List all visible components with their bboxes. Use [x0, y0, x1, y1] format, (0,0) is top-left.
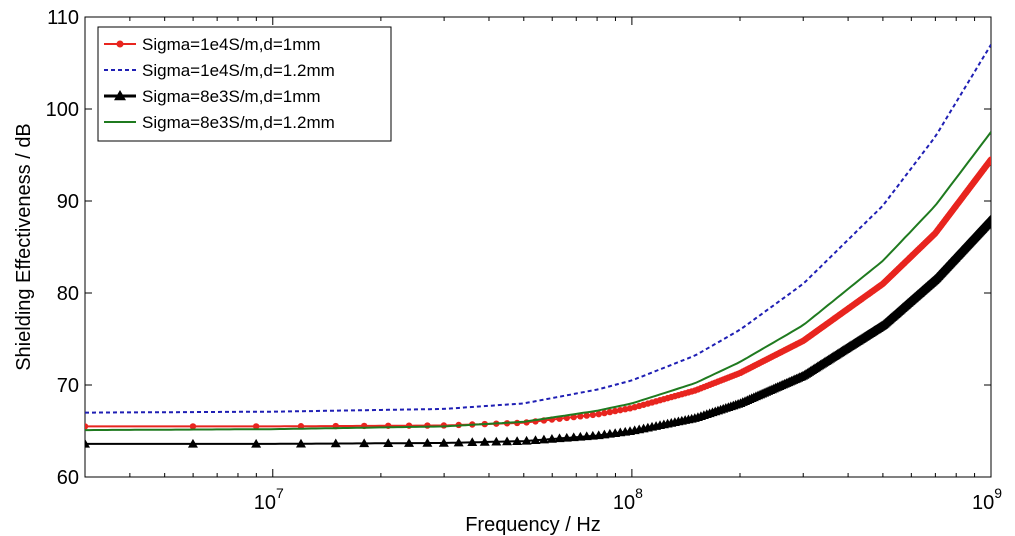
y-tick-label: 60: [57, 467, 79, 489]
data-point: [601, 410, 607, 416]
y-tick-label: 90: [57, 191, 79, 213]
x-tick-label: 108: [613, 485, 643, 514]
y-axis-title: Shielding Effectiveness / dB: [13, 123, 35, 371]
legend: Sigma=1e4S/m,d=1mm Sigma=1e4S/m,d=1.2mm Si…: [98, 27, 391, 141]
x-tick-label: 107: [254, 485, 284, 514]
y-tick-label: 70: [57, 375, 79, 397]
legend-label: Sigma=8e3S/m,d=1.2mm: [142, 113, 335, 132]
legend-label: Sigma=1e4S/m,d=1.2mm: [142, 61, 335, 80]
x-tick-label: 109: [972, 485, 1002, 514]
data-point: [607, 409, 613, 415]
y-tick-label: 100: [46, 99, 79, 121]
data-point: [424, 422, 430, 428]
legend-label: Sigma=8e3S/m,d=1mm: [142, 87, 321, 106]
y-tick-label: 80: [57, 283, 79, 305]
data-point: [988, 156, 994, 162]
y-tick-label: 110: [47, 7, 79, 29]
data-point: [596, 411, 602, 417]
x-axis-title: Frequency / Hz: [465, 514, 601, 536]
data-point: [82, 423, 88, 429]
legend-label: Sigma=1e4S/m,d=1mm: [142, 35, 321, 54]
legend-marker: [117, 41, 124, 48]
